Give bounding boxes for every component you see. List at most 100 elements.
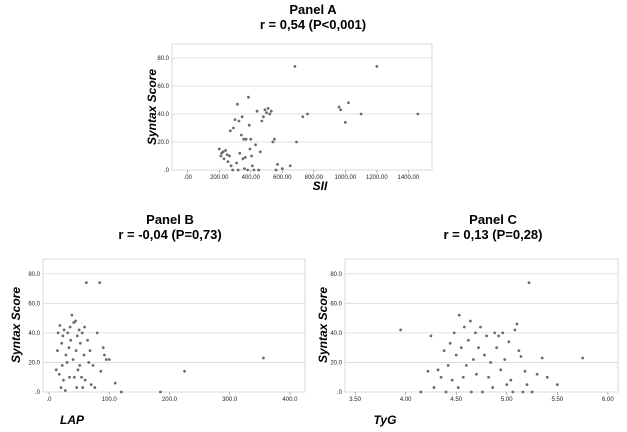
data-point	[295, 140, 298, 144]
data-point	[337, 105, 341, 109]
data-point	[519, 355, 523, 358]
x-tick-label: 400.0	[282, 397, 298, 403]
panel-a: Panel A r = 0,54 (P<0,001) .0 20.0 40.0 60.…	[0, 0, 627, 200]
data-point	[359, 112, 363, 116]
data-point	[249, 137, 253, 141]
data-point	[491, 386, 495, 389]
data-point	[448, 341, 452, 345]
data-point	[250, 164, 254, 168]
x-tick-label: 100.0	[102, 397, 118, 403]
data-point	[271, 140, 275, 144]
x-axis-label: LAP	[60, 413, 85, 427]
data-point	[276, 163, 279, 166]
data-point	[56, 349, 59, 353]
y-tick-label: 80.0	[330, 272, 342, 278]
panel-a-heading: Panel A r = 0,54 (P<0,001)	[213, 2, 413, 32]
y-axis-label: Syntax Score	[316, 287, 330, 363]
data-point	[477, 346, 480, 350]
x-tick-label: 300.0	[222, 397, 238, 403]
data-point	[456, 386, 460, 389]
data-point	[459, 346, 463, 350]
data-point	[306, 112, 309, 116]
panel-c-title: Panel C	[469, 212, 517, 227]
data-point	[62, 328, 66, 332]
data-point	[58, 324, 62, 327]
data-point	[71, 358, 75, 361]
data-point	[273, 137, 276, 141]
data-point	[450, 378, 454, 382]
y-axis-label: Syntax Score	[145, 69, 159, 145]
data-point	[265, 111, 268, 114]
x-tick-label: 3.50	[349, 397, 361, 403]
data-point	[375, 65, 379, 68]
data-point	[501, 331, 505, 335]
data-point	[80, 375, 83, 379]
data-point	[228, 154, 231, 158]
data-point	[454, 353, 458, 357]
panel-a-title: Panel A	[289, 2, 337, 17]
x-tick-label: 6.00	[602, 397, 614, 403]
data-point	[416, 112, 420, 116]
data-point	[399, 328, 403, 332]
data-point	[93, 386, 97, 389]
data-point	[222, 157, 226, 161]
data-point	[219, 154, 223, 158]
data-point	[229, 164, 233, 168]
data-point	[466, 338, 470, 342]
data-point	[439, 375, 443, 379]
y-tick-label: 40.0	[157, 112, 169, 118]
data-point	[81, 386, 85, 389]
data-point	[347, 101, 350, 105]
data-point	[54, 368, 58, 372]
data-point	[104, 358, 108, 361]
data-point	[83, 378, 87, 382]
data-point	[429, 334, 433, 338]
data-point	[113, 381, 117, 385]
data-point	[60, 341, 64, 345]
data-point	[78, 341, 82, 345]
data-point	[62, 378, 65, 382]
x-tick-label: 1000.00	[334, 175, 356, 181]
data-point	[233, 118, 237, 121]
data-point	[74, 319, 77, 323]
data-point	[495, 346, 499, 350]
x-tick-label: 600.00	[273, 175, 292, 181]
data-point	[436, 368, 440, 372]
data-point	[263, 108, 267, 112]
data-point	[119, 390, 123, 394]
data-point	[76, 368, 80, 372]
y-tick-label: 40.0	[28, 331, 40, 337]
x-tick-label: .00	[184, 175, 193, 181]
data-point	[261, 115, 265, 119]
y-tick-label: 60.0	[330, 301, 342, 307]
data-point	[83, 325, 86, 329]
data-point	[426, 369, 430, 373]
panel-b: Panel B r = -0,04 (P=0,73) .0 20.0 40.0 60.…	[0, 210, 313, 432]
data-point	[250, 154, 253, 158]
data-point	[545, 375, 549, 379]
data-point	[444, 390, 448, 394]
y-tick-label: 40.0	[330, 331, 342, 337]
data-point	[442, 349, 446, 353]
data-point	[67, 346, 71, 350]
data-point	[68, 375, 71, 379]
data-point	[452, 331, 456, 335]
data-point	[339, 108, 343, 112]
data-point	[159, 390, 162, 394]
data-point	[246, 168, 250, 172]
data-point	[581, 356, 585, 360]
data-point	[82, 353, 86, 357]
data-point	[255, 109, 259, 113]
data-point	[525, 383, 529, 387]
data-point	[247, 95, 250, 99]
data-point	[497, 334, 501, 338]
data-point	[343, 121, 347, 124]
data-point	[242, 137, 246, 141]
data-point	[527, 281, 531, 285]
data-point	[243, 156, 247, 159]
data-point	[239, 133, 243, 137]
data-point	[513, 328, 517, 332]
data-point	[243, 167, 246, 171]
data-point	[228, 129, 232, 133]
data-point	[523, 369, 527, 373]
